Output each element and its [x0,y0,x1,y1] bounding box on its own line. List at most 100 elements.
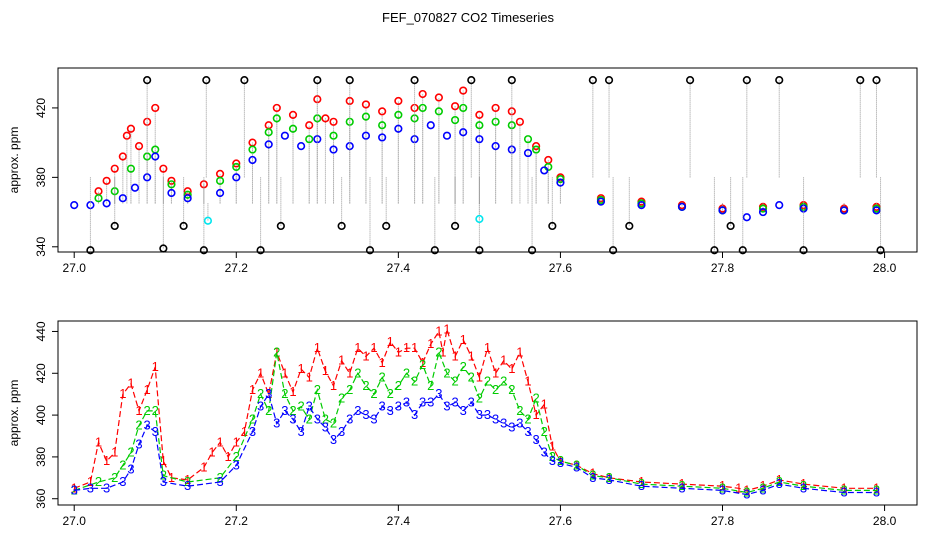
series1-marker: 1 [484,340,491,355]
series2-marker: 2 [435,344,442,359]
series1-point [329,117,338,126]
series1-marker: 1 [776,472,783,487]
series2-line [74,350,877,494]
series1-point [491,103,500,113]
series3-point [459,128,468,137]
series1-marker: 1 [297,361,304,376]
series2-point [758,204,768,213]
series1-marker: 1 [306,369,313,384]
series1-marker: 1 [127,376,134,391]
series3-marker: 3 [476,407,483,422]
series1-point [345,96,354,106]
series3-marker: 3 [516,415,523,430]
series3-point [102,199,111,208]
series1-marker: 1 [289,384,296,399]
series3-marker: 3 [395,399,402,414]
series2-marker: 2 [533,390,540,405]
x-tick-label: 28.0 [873,261,897,275]
series2-marker: 2 [468,369,475,384]
series2-point [556,174,565,184]
series2-marker: 2 [330,415,337,430]
series2-marker: 2 [492,382,499,397]
series2-point [459,103,468,113]
series1-point [434,93,443,102]
x-tick-label: 27.4 [387,514,411,528]
series2-marker: 2 [354,365,361,380]
series3-marker: 3 [306,399,313,414]
outlier-point [365,246,375,255]
series1-marker: 1 [419,355,426,370]
series1-marker: 1 [322,363,329,378]
series1-marker: 1 [354,340,361,355]
series1-marker: 1 [800,476,807,491]
series1-marker: 1 [403,340,410,355]
series1-marker: 1 [759,478,766,493]
series3-point [556,178,565,187]
series3-marker: 3 [759,482,766,497]
series1-marker: 1 [200,459,207,474]
series3-marker: 3 [103,480,110,495]
series1-marker: 1 [387,334,394,349]
series1-marker: 1 [678,476,685,491]
series3-marker: 3 [184,478,191,493]
series3-marker: 3 [370,411,377,426]
series3-point [361,131,371,140]
y-tick-label: 340 [34,236,48,256]
series3-point [248,155,257,165]
series3-marker: 3 [800,480,807,495]
x-tick-label: 27.2 [225,514,249,528]
series3-point [775,201,784,210]
outlier-point [799,246,808,255]
series2-point [264,128,273,137]
x-tick-label: 27.4 [387,261,411,275]
series2-marker: 2 [443,365,450,380]
series1-marker: 1 [103,453,110,468]
series1-marker: 1 [541,397,548,412]
y-tick-label: 420 [34,98,48,118]
series1-point [378,107,387,116]
series1-marker: 1 [743,482,750,497]
outlier-point [179,221,188,231]
series2-marker: 2 [476,390,483,405]
series2-marker: 2 [265,403,272,418]
series2-marker: 2 [541,424,548,439]
series1-marker: 1 [95,434,102,449]
series3-marker: 3 [743,487,750,502]
x-tick-label: 27.2 [225,261,249,275]
series3-point [540,166,549,175]
outlier-point [625,221,634,231]
series2-marker: 2 [346,382,353,397]
series1-marker: 1 [119,386,126,401]
series2-marker: 2 [127,445,134,460]
series2-marker: 2 [524,411,531,426]
series2-point [215,176,225,185]
plot-frame [57,320,918,506]
series3-marker: 3 [419,395,426,410]
x-tick-label: 27.0 [63,514,87,528]
series2-point [378,121,387,130]
series1-marker: 1 [395,344,402,359]
series2-marker: 2 [759,480,766,495]
series2-point [183,190,192,199]
series1-marker: 1 [273,344,280,359]
series1-marker: 1 [873,480,880,495]
series3-line [74,392,877,496]
series1-point [450,102,460,111]
outlier-point [710,246,719,255]
series2-marker: 2 [589,468,596,483]
series2-point [305,135,314,144]
series2-marker: 2 [135,418,142,433]
series2-point [126,164,136,173]
series2-marker: 2 [776,474,783,489]
series3-marker: 3 [322,420,329,435]
series1-marker: 1 [233,434,240,449]
series3-point [394,124,403,133]
series1-point [151,103,160,113]
y-tick-label: 360 [34,488,48,508]
series1-marker: 1 [533,407,540,422]
series2-point [475,121,484,130]
series1-marker: 1 [719,478,726,493]
series1-marker: 1 [524,374,531,389]
series3-marker: 3 [87,480,94,495]
